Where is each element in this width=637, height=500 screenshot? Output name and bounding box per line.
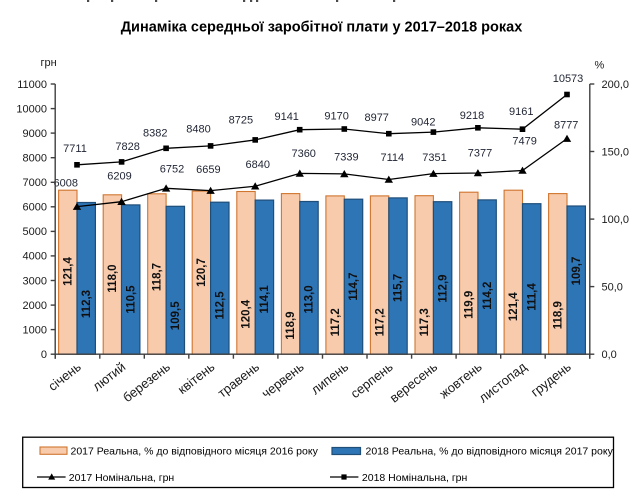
svg-text:2017 Реальна, % до відповідног: 2017 Реальна, % до відповідного місяця 2… — [71, 446, 319, 458]
svg-text:9170: 9170 — [324, 110, 348, 122]
svg-text:50,0: 50,0 — [602, 281, 623, 293]
svg-text:2017 Номінальна, грн: 2017 Номінальна, грн — [69, 472, 175, 484]
svg-text:грн: грн — [41, 57, 57, 69]
svg-text:7360: 7360 — [291, 148, 315, 160]
svg-text:119,9: 119,9 — [463, 291, 475, 319]
svg-text:120,7: 120,7 — [196, 258, 208, 287]
svg-text:8382: 8382 — [143, 127, 167, 139]
svg-text:4000: 4000 — [23, 251, 47, 263]
svg-text:117,2: 117,2 — [374, 308, 386, 336]
svg-text:0,0: 0,0 — [602, 349, 617, 361]
svg-text:113,0: 113,0 — [304, 285, 316, 313]
svg-text:6659: 6659 — [196, 164, 220, 176]
svg-text:9000: 9000 — [23, 128, 47, 140]
svg-text:2000: 2000 — [23, 300, 47, 312]
svg-text:114,7: 114,7 — [348, 273, 360, 301]
svg-text:3000: 3000 — [23, 275, 47, 287]
svg-text:6008: 6008 — [54, 178, 78, 190]
svg-text:114,1: 114,1 — [259, 285, 271, 314]
svg-text:8777: 8777 — [554, 119, 578, 131]
svg-text:2018 Реальна, % до відповідног: 2018 Реальна, % до відповідного місяця 2… — [366, 446, 614, 458]
svg-text:112,3: 112,3 — [81, 290, 93, 318]
svg-text:6752: 6752 — [160, 163, 184, 175]
svg-text:150,0: 150,0 — [602, 146, 630, 158]
svg-text:7339: 7339 — [334, 152, 358, 164]
svg-text:117,2: 117,2 — [330, 308, 342, 336]
svg-text:118,9: 118,9 — [285, 311, 297, 339]
svg-text:120,4: 120,4 — [241, 299, 253, 328]
svg-text:10000: 10000 — [16, 103, 47, 115]
svg-text:%: % — [595, 60, 605, 72]
svg-text:118,7: 118,7 — [152, 263, 164, 291]
svg-text:1000: 1000 — [23, 324, 47, 336]
svg-text:6209: 6209 — [107, 171, 131, 183]
svg-text:114,2: 114,2 — [482, 282, 494, 310]
svg-text:118,9: 118,9 — [553, 301, 565, 329]
svg-text:7000: 7000 — [23, 177, 47, 189]
svg-text:8725: 8725 — [229, 114, 253, 126]
svg-text:8977: 8977 — [364, 112, 388, 124]
svg-text:117,3: 117,3 — [419, 308, 431, 336]
svg-text:7828: 7828 — [115, 141, 139, 153]
svg-text:Динаміка середньої заробітної: Динаміка середньої заробітної плати у 20… — [121, 20, 523, 36]
svg-text:10573: 10573 — [553, 73, 584, 85]
svg-text:9042: 9042 — [411, 117, 435, 129]
svg-text:111,4: 111,4 — [526, 283, 538, 311]
svg-text:7351: 7351 — [422, 152, 446, 164]
svg-text:6840: 6840 — [246, 159, 270, 171]
svg-text:109,5: 109,5 — [170, 301, 182, 330]
svg-text:9141: 9141 — [274, 111, 298, 123]
svg-text:7711: 7711 — [63, 143, 87, 155]
svg-text:110,5: 110,5 — [125, 285, 137, 314]
svg-text:112,9: 112,9 — [437, 274, 449, 302]
svg-text:100,0: 100,0 — [602, 214, 630, 226]
svg-text:7114: 7114 — [380, 152, 404, 164]
svg-text:5000: 5000 — [23, 226, 47, 238]
svg-text:121,4: 121,4 — [508, 292, 520, 321]
svg-text:8480: 8480 — [186, 124, 210, 136]
svg-text:9218: 9218 — [460, 110, 484, 122]
svg-text:8000: 8000 — [23, 153, 47, 165]
svg-text:109,7: 109,7 — [571, 257, 583, 286]
svg-text:7479: 7479 — [512, 135, 536, 147]
svg-text:0: 0 — [41, 349, 47, 361]
svg-text:11000: 11000 — [17, 79, 47, 91]
svg-text:118,0: 118,0 — [107, 264, 119, 292]
svg-text:112,5: 112,5 — [215, 291, 227, 320]
svg-text:115,7: 115,7 — [393, 274, 405, 302]
svg-text:121,4: 121,4 — [63, 257, 75, 286]
svg-text:9161: 9161 — [509, 106, 533, 118]
svg-text:7377: 7377 — [468, 147, 492, 159]
svg-text:2018 Номінальна, грн: 2018 Номінальна, грн — [362, 472, 468, 484]
svg-text:6000: 6000 — [23, 202, 47, 214]
svg-text:200,0: 200,0 — [602, 79, 630, 91]
